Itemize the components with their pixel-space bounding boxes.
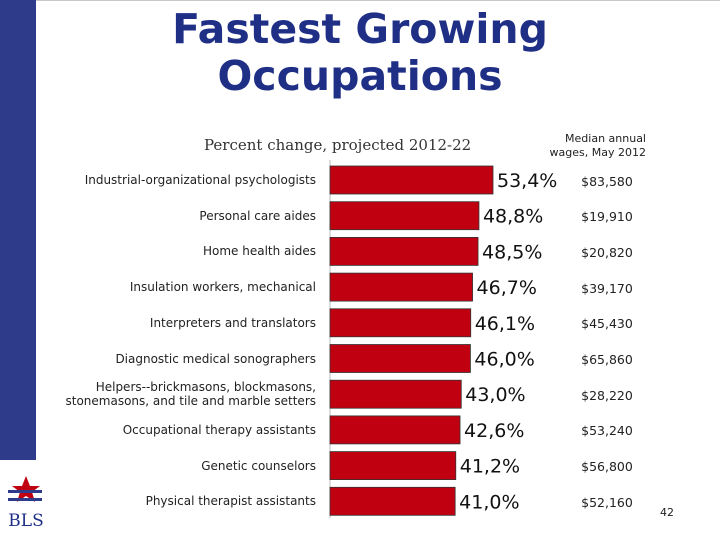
bar (329, 236, 479, 266)
slide-number: 42 (660, 506, 674, 519)
bar-value-label: 48,8% (483, 206, 543, 228)
bar-value-label: 46,1% (475, 313, 535, 335)
bar (329, 344, 471, 373)
wage-value: $65,860 (581, 352, 633, 367)
bar (329, 415, 461, 445)
logo-text: BLS (8, 511, 43, 531)
top-divider (36, 0, 720, 1)
category-label: Helpers--brickmasons, blockmasons, stone… (65, 380, 317, 409)
bar (329, 272, 473, 302)
logo-stripe (8, 490, 42, 493)
wage-value: $53,240 (581, 423, 633, 439)
category-label: Interpreters and translators (149, 315, 316, 330)
wage-value: $52,160 (581, 494, 633, 510)
bar-value-label: 53,4% (497, 170, 557, 192)
category-label: Personal care aides (199, 208, 316, 223)
bar (329, 201, 480, 231)
wage-value: $28,220 (581, 387, 633, 403)
chart-subtitle: Percent change, projected 2012-22 (204, 136, 472, 154)
bar-value-label: 41,2% (460, 456, 520, 478)
bar (329, 451, 457, 481)
bls-logo: BLS (8, 476, 44, 531)
bar (329, 379, 462, 409)
category-label: Home health aides (203, 244, 316, 259)
logo-star-icon (12, 476, 40, 502)
wage-value: $39,170 (581, 280, 633, 296)
title-line-2: Occupations (217, 52, 503, 100)
slide-title: Fastest Growing Occupations (110, 6, 610, 100)
bar-value-label: 46,7% (477, 277, 537, 299)
wage-column-header: Median annual wages, May 2012 (520, 132, 646, 160)
category-label: Diagnostic medical sonographers (115, 351, 316, 366)
category-label: Genetic counselors (201, 458, 316, 473)
wage-value: $45,430 (581, 316, 633, 332)
wage-header-line-1: Median annual (565, 132, 646, 145)
bar-value-label: 43,0% (465, 384, 525, 406)
bar (329, 308, 472, 338)
bar-value-label: 48,5% (482, 241, 542, 263)
category-label: Insulation workers, mechanical (129, 280, 316, 295)
logo-stripe (8, 498, 42, 501)
bar-value-label: 46,0% (474, 349, 534, 371)
bar-value-label: 42,6% (464, 420, 524, 442)
wage-value: $20,820 (581, 244, 633, 260)
wage-header-line-2: wages, May 2012 (549, 146, 646, 159)
wage-value: $83,580 (581, 173, 633, 189)
wage-value: $19,910 (581, 209, 633, 225)
category-label: Industrial-organizational psychologists (84, 173, 316, 187)
category-label: Occupational therapy assistants (122, 422, 316, 437)
wage-value: $56,800 (581, 459, 633, 475)
title-line-1: Fastest Growing (172, 5, 548, 53)
category-label: Physical therapist assistants (145, 494, 316, 509)
bar-value-label: 41,0% (459, 491, 519, 513)
sidebar-band (0, 0, 36, 540)
bar (329, 165, 494, 195)
bar (329, 486, 456, 516)
